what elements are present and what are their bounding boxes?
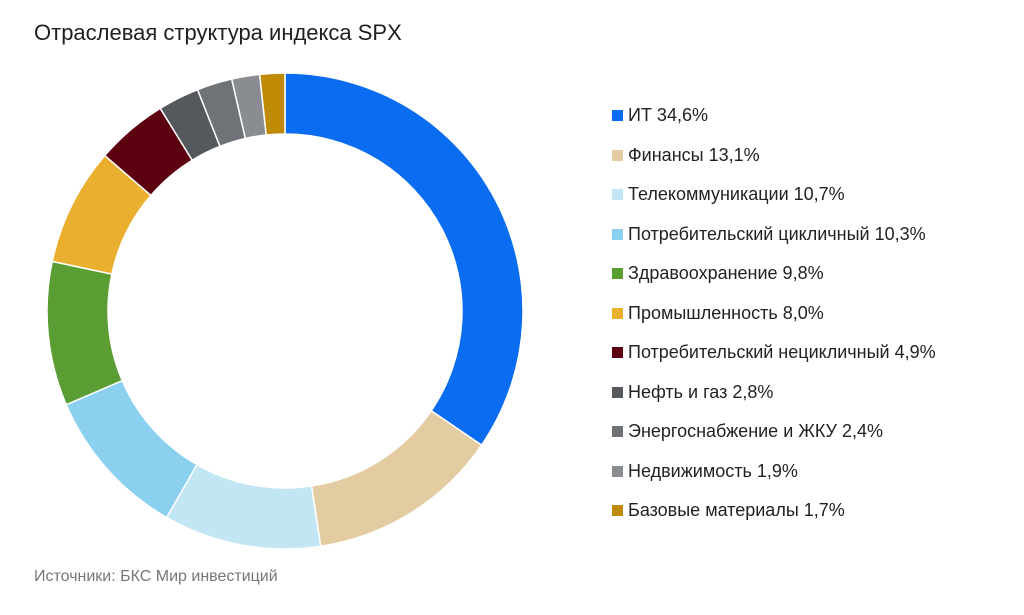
legend-item-7: Потребительский нецикличный 4,9%	[612, 333, 936, 373]
legend-swatch	[612, 505, 623, 517]
legend-item-2: Финансы 13,1%	[612, 136, 936, 176]
legend-label: Энергоснабжение и ЖКУ 2,4%	[628, 421, 884, 442]
donut-slice-4	[65, 379, 199, 519]
legend-swatch	[612, 149, 623, 161]
donut-slice-2	[310, 409, 483, 548]
donut-chart	[46, 72, 524, 550]
legend-item-1: ИТ 34,6%	[612, 96, 936, 136]
legend-label: Здравоохранение 9,8%	[628, 263, 824, 284]
legend-item-10: Недвижимость 1,9%	[612, 452, 936, 492]
legend-swatch	[612, 426, 623, 438]
legend-label: Промышленность 8,0%	[628, 302, 824, 323]
legend-swatch	[612, 228, 623, 240]
legend-label: Телекоммуникации 10,7%	[628, 184, 845, 205]
legend-swatch	[612, 465, 623, 477]
source-note: Источники: БКС Мир инвестиций	[34, 568, 278, 585]
legend-swatch	[612, 347, 623, 359]
donut-slice-1	[284, 72, 524, 447]
legend-swatch	[612, 386, 623, 398]
legend-item-4: Потребительский цикличный 10,3%	[612, 215, 936, 255]
legend-label: Потребительский нецикличный 4,9%	[628, 342, 936, 363]
legend-label: Недвижимость 1,9%	[628, 460, 798, 481]
legend-item-3: Телекоммуникации 10,7%	[612, 175, 936, 215]
legend-label: ИТ 34,6%	[628, 105, 708, 126]
chart-title: Отраслевая структура индекса SPX	[34, 20, 402, 45]
legend-label: Потребительский цикличный 10,3%	[628, 223, 926, 244]
legend-swatch	[612, 268, 623, 280]
legend-item-9: Энергоснабжение и ЖКУ 2,4%	[612, 412, 936, 452]
legend-item-8: Нефть и газ 2,8%	[612, 373, 936, 413]
legend-label: Нефть и газ 2,8%	[628, 381, 774, 402]
donut-slice-5	[46, 260, 124, 406]
legend-label: Финансы 13,1%	[628, 144, 760, 165]
legend-item-5: Здравоохранение 9,8%	[612, 254, 936, 294]
legend-item-6: Промышленность 8,0%	[612, 294, 936, 334]
donut-slice-11	[258, 72, 286, 136]
legend-label: Базовые материалы 1,7%	[628, 500, 845, 521]
legend-swatch	[612, 110, 623, 122]
legend-item-11: Базовые материалы 1,7%	[612, 491, 936, 531]
legend-swatch	[612, 307, 623, 319]
chart-legend: ИТ 34,6% Финансы 13,1% Телекоммуникации 10…	[612, 96, 936, 531]
legend-swatch	[612, 189, 623, 201]
